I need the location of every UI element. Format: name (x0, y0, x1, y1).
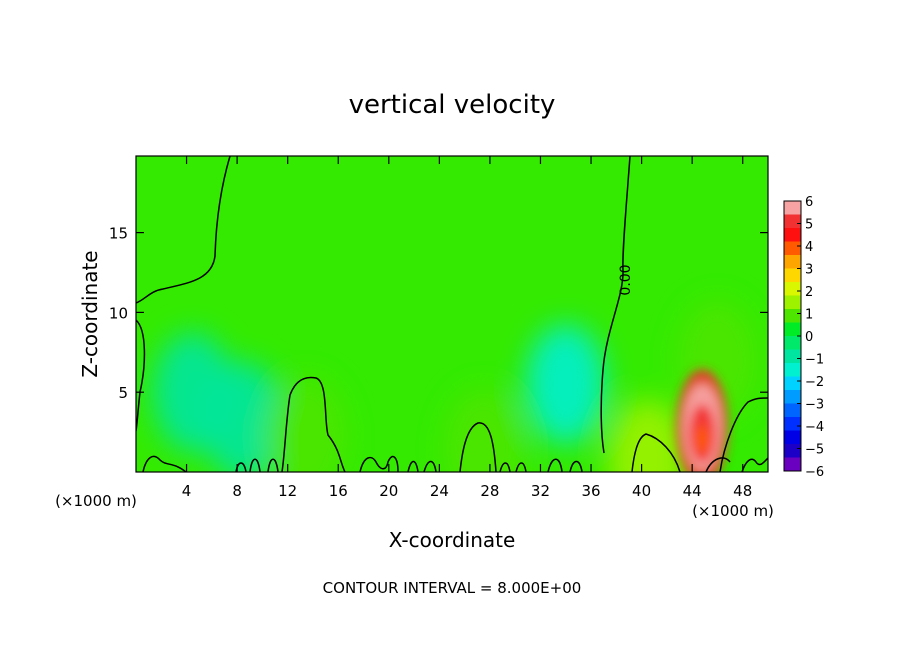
colorbar-label: −1 (805, 353, 824, 368)
x-tick-label: 48 (733, 482, 752, 500)
field-feature (266, 376, 347, 472)
plot-area: 0.00 (135, 155, 769, 473)
colorbar-swatch (784, 349, 801, 364)
contour-hill-28 (459, 422, 497, 472)
x-tick-label: 12 (278, 482, 297, 500)
zero-contour-right (600, 156, 631, 454)
colorbar-label: −4 (805, 420, 824, 435)
colorbar-label: 3 (805, 263, 813, 278)
contour-label: 0.00 (618, 264, 634, 295)
x-tick-label: 20 (379, 482, 398, 500)
x-tick-label: 32 (531, 482, 550, 500)
contour-interval-note: CONTOUR INTERVAL = 8.000E+00 (323, 579, 582, 597)
contour-ripples-mid (235, 455, 583, 472)
x-tick-label: 24 (430, 482, 449, 500)
y-tick-label: 5 (118, 384, 128, 402)
colorbar-swatches (784, 201, 801, 472)
x-tick-label: 36 (581, 482, 600, 500)
y-tick-labels: 5 10 15 (109, 225, 128, 403)
field-feature (203, 360, 284, 472)
plot-frame (135, 155, 769, 473)
x-axis-label: X-coordinate (389, 528, 516, 552)
colorbar-label: 6 (805, 195, 813, 210)
colorbar-swatch (784, 309, 801, 323)
colorbar-label: 2 (805, 285, 813, 300)
x-tick-label: 44 (683, 482, 702, 500)
colorbar-swatch (784, 282, 801, 296)
colorbar-swatch (784, 376, 801, 391)
colorbar-swatch (784, 336, 801, 350)
colorbar-swatch (784, 363, 801, 377)
x-tick-labels: 4 8 12 16 20 24 28 32 36 40 44 48 (182, 482, 752, 500)
colorbar-label: −5 (805, 443, 824, 458)
colorbar-swatch (784, 417, 801, 431)
zero-contour-left (136, 156, 231, 304)
colorbar-swatch (784, 201, 801, 215)
colorbar-label: 1 (805, 308, 813, 323)
colorbar-swatch (784, 430, 801, 445)
colorbar-swatch (784, 390, 801, 404)
x-tick-label: 8 (232, 482, 242, 500)
field-feature (525, 324, 606, 445)
contour-hill-13 (281, 376, 346, 472)
field-feature (607, 399, 688, 472)
colorbar-swatch (784, 228, 801, 242)
colorbar-swatch (784, 322, 801, 337)
colorbar-swatch (784, 444, 801, 458)
colorbar-swatch (784, 241, 801, 256)
chart-title: vertical velocity (349, 90, 556, 120)
contour-core-right (719, 397, 768, 472)
colorbar-label: −3 (805, 398, 824, 413)
velocity-field (152, 300, 758, 472)
x-tick-label: 4 (182, 482, 192, 500)
field-feature-core (695, 424, 709, 454)
y-tick-label: 10 (109, 304, 128, 322)
x-unit-label-left: (×1000 m) (55, 492, 137, 510)
colorbar: 6 5 4 3 2 1 0 −1 −2 −3 −4 −5 −6 (783, 195, 824, 480)
colorbar-labels: 6 5 4 3 2 1 0 −1 −2 −3 −4 −5 −6 (797, 195, 824, 480)
x-tick-label: 40 (632, 482, 651, 500)
y-axis-label: Z-coordinate (78, 250, 102, 377)
contour-ripples-left (142, 455, 187, 472)
colorbar-swatch (784, 403, 801, 418)
x-tick-label: 16 (329, 482, 348, 500)
colorbar-label: 5 (805, 218, 813, 233)
colorbar-label: −6 (805, 465, 824, 480)
colorbar-swatch (784, 214, 801, 229)
contour-right-lower (631, 433, 681, 472)
colorbar-swatch (784, 255, 801, 269)
y-tick-label: 15 (109, 225, 128, 243)
axis-ticks (136, 156, 768, 472)
colorbar-label: −2 (805, 375, 824, 390)
colorbar-swatch (784, 295, 801, 310)
x-tick-label: 28 (480, 482, 499, 500)
colorbar-swatch (784, 268, 801, 283)
contour-ripples-right (705, 457, 768, 472)
colorbar-label: 0 (805, 330, 813, 345)
colorbar-swatch (784, 457, 801, 472)
x-unit-label-right: (×1000 m) (692, 502, 774, 520)
colorbar-label: 4 (805, 240, 813, 255)
